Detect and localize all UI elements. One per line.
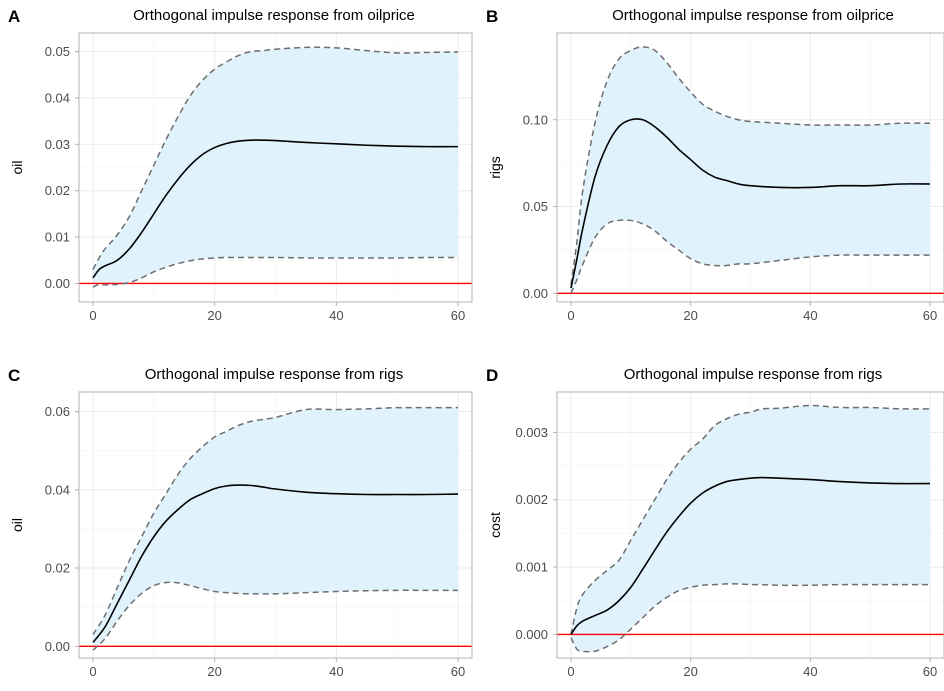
chart-title: Orthogonal impulse response from rigs [624, 366, 882, 383]
upper-bound-line [570, 46, 931, 285]
panel-border [78, 391, 473, 659]
y-tick-label: 0.03 [45, 137, 70, 152]
chart-panel-d: 0.000 0.001 0.002 0.003 0 20 40 60 cost Orthogona… [486, 366, 944, 679]
x-tick-label: 20 [207, 308, 221, 323]
chart-title: Orthogonal impulse response from rigs [145, 366, 403, 383]
panel-tag: D [486, 366, 498, 385]
x-tick-label: 0 [567, 308, 574, 323]
response-line [92, 484, 459, 643]
x-tick-label: 60 [923, 308, 937, 323]
chart-title: Orthogonal impulse response from oilpric… [133, 7, 415, 24]
y-axis-label: oil [9, 518, 25, 532]
response-line [92, 139, 459, 279]
x-tick-label: 0 [89, 664, 96, 679]
y-tick-label: 0.05 [45, 44, 70, 59]
y-axis-label: rigs [487, 156, 503, 179]
panel-border [78, 32, 473, 303]
x-tick-label: 40 [803, 664, 817, 679]
x-tick-label: 60 [923, 664, 937, 679]
x-tick-label: 60 [451, 664, 465, 679]
x-tick-label: 0 [89, 308, 96, 323]
x-tick-label: 40 [329, 308, 343, 323]
chart-panel-c: 0.00 0.02 0.04 0.06 0 20 40 60 oil Orthogonal imp… [8, 366, 473, 679]
y-tick-label: 0.000 [515, 627, 548, 642]
y-tick-label: 0.04 [45, 90, 70, 105]
y-tick-label: 0.002 [515, 492, 548, 507]
x-tick-label: 40 [803, 308, 817, 323]
lower-bound-line [570, 583, 930, 653]
y-tick-label: 0.04 [45, 482, 70, 497]
x-tick-label: 0 [567, 664, 574, 679]
upper-bound-line [92, 46, 459, 270]
panel-border [556, 32, 944, 303]
chart-panel-b: 0.00 0.05 0.10 0 20 40 60 rigs Orthogonal impuls… [486, 7, 944, 323]
lower-bound-line [570, 219, 930, 294]
y-axis-label: oil [9, 160, 25, 174]
response-line [570, 118, 931, 289]
y-tick-label: 0.00 [45, 276, 70, 291]
upper-bound-line [92, 406, 458, 635]
chart-title: Orthogonal impulse response from oilpric… [612, 7, 894, 24]
panel-tag: C [8, 366, 20, 385]
x-tick-label: 60 [451, 308, 465, 323]
confidence-band [93, 47, 458, 288]
confidence-band [571, 46, 930, 294]
y-tick-label: 0.00 [45, 639, 70, 654]
panel-tag: B [486, 7, 498, 26]
chart-panel-a: 0.00 0.01 0.02 0.03 0.04 0.05 0 20 40 60 oil Orthog… [8, 7, 473, 323]
y-tick-label: 0.003 [515, 425, 548, 440]
upper-bound-line [570, 404, 931, 635]
y-tick-label: 0.06 [45, 404, 70, 419]
response-line [570, 476, 931, 635]
x-tick-label: 20 [683, 308, 697, 323]
x-tick-label: 40 [329, 664, 343, 679]
confidence-band [93, 407, 458, 651]
panel-tag: A [8, 7, 20, 26]
x-tick-label: 20 [207, 664, 221, 679]
x-tick-label: 20 [683, 664, 697, 679]
panel-border [556, 391, 944, 659]
y-tick-label: 0.01 [45, 230, 70, 245]
y-tick-label: 0.10 [523, 112, 548, 127]
lower-bound-line [92, 256, 459, 288]
y-tick-label: 0.05 [523, 199, 548, 214]
y-axis-label: cost [487, 512, 503, 538]
y-tick-label: 0.02 [45, 561, 70, 576]
y-tick-label: 0.001 [515, 560, 548, 575]
y-tick-label: 0.00 [523, 286, 548, 301]
y-tick-label: 0.02 [45, 183, 70, 198]
confidence-band [571, 405, 930, 652]
